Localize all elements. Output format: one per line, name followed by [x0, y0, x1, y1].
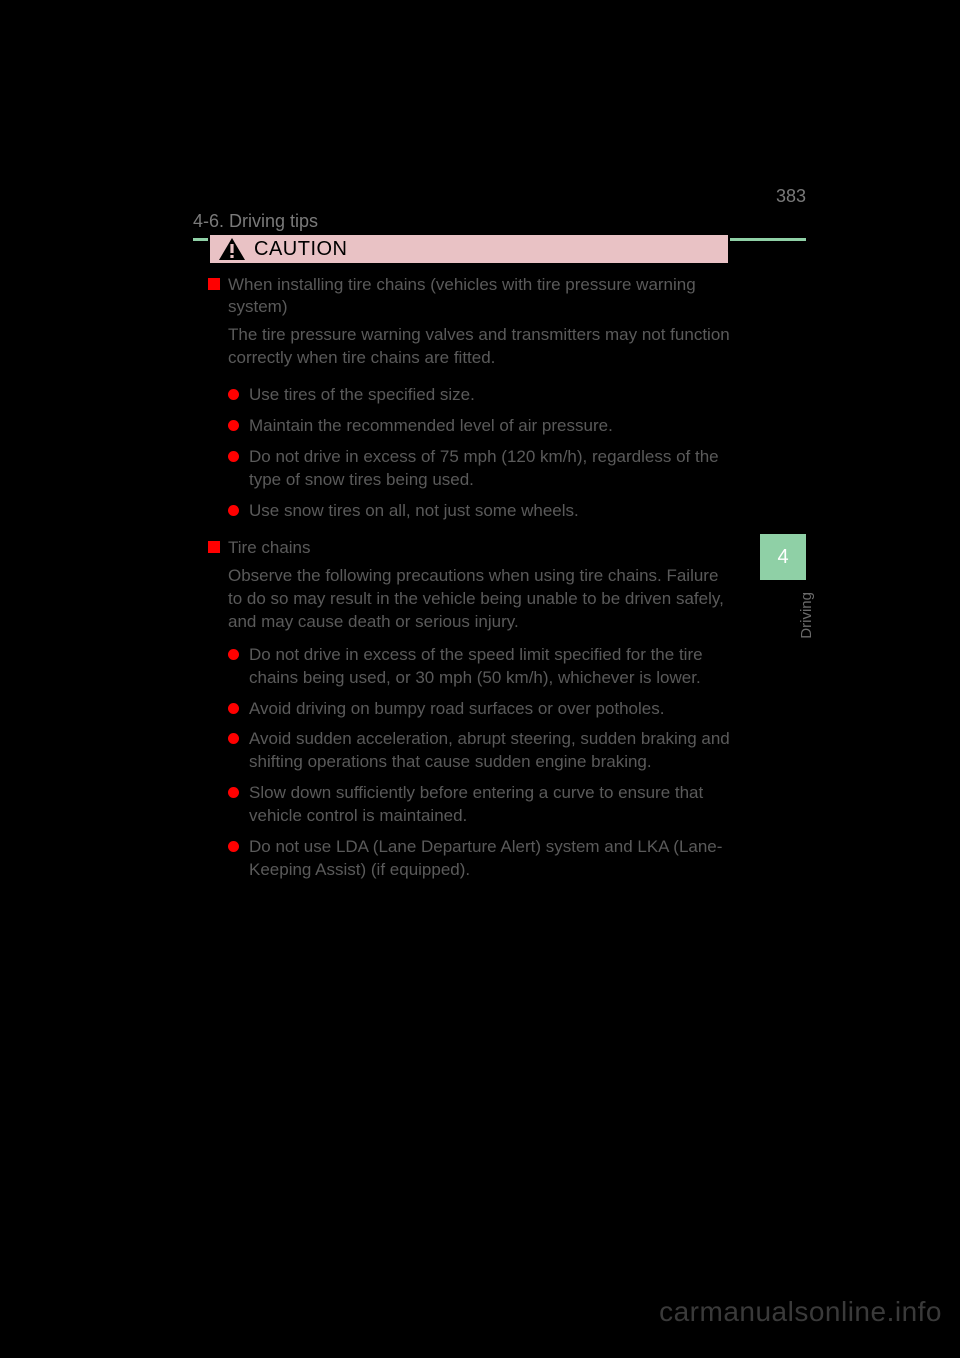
bullet-icon [228, 841, 239, 852]
section-marker-icon [208, 278, 220, 290]
section-marker-icon [208, 541, 220, 553]
bullet-icon [228, 451, 239, 462]
chapter-label: Driving [798, 592, 818, 639]
list-item: Avoid driving on bumpy road surfaces or … [228, 698, 730, 721]
bullet-text: Avoid sudden acceleration, abrupt steeri… [249, 728, 730, 774]
list-item: Use snow tires on all, not just some whe… [228, 500, 730, 523]
section-header: Tire chains [208, 537, 730, 559]
bullet-text: Do not drive in excess of the speed limi… [249, 644, 730, 690]
page-container: 383 4-6. Driving tips CAUTION When insta… [0, 0, 960, 1358]
bullet-text: Use tires of the specified size. [249, 384, 475, 407]
bullet-icon [228, 703, 239, 714]
bullet-text: Maintain the recommended level of air pr… [249, 415, 613, 438]
bullet-icon [228, 505, 239, 516]
list-item: Use tires of the specified size. [228, 384, 730, 407]
section-title: Tire chains [228, 537, 311, 559]
list-item: Slow down sufficiently before entering a… [228, 782, 730, 828]
page-number: 383 [193, 186, 806, 207]
watermark: carmanualsonline.info [659, 1296, 942, 1328]
list-item: Do not drive in excess of the speed limi… [228, 644, 730, 690]
section-snow-tire-bullets: Use tires of the specified size. Maintai… [208, 384, 730, 523]
warning-triangle-icon [218, 237, 246, 261]
section-body: The tire pressure warning valves and tra… [228, 324, 730, 370]
section-header: When installing tire chains (vehicles wi… [208, 274, 730, 318]
content-area: When installing tire chains (vehicles wi… [208, 274, 730, 896]
list-item: Avoid sudden acceleration, abrupt steeri… [228, 728, 730, 774]
list-item: Do not drive in excess of 75 mph (120 km… [228, 446, 730, 492]
bullet-text: Avoid driving on bumpy road surfaces or … [249, 698, 664, 721]
chapter-number: 4 [777, 546, 788, 569]
bullet-text: Slow down sufficiently before entering a… [249, 782, 730, 828]
bullet-text: Do not use LDA (Lane Departure Alert) sy… [249, 836, 730, 882]
breadcrumb: 4-6. Driving tips [193, 211, 806, 232]
section-tire-pressure-warning: When installing tire chains (vehicles wi… [208, 274, 730, 370]
bullet-icon [228, 787, 239, 798]
list-item: Maintain the recommended level of air pr… [228, 415, 730, 438]
section-tire-chains: Tire chains Observe the following precau… [208, 537, 730, 882]
caution-bar: CAUTION [208, 233, 730, 265]
section-body: Observe the following precautions when u… [228, 565, 730, 634]
bullet-text: Use snow tires on all, not just some whe… [249, 500, 579, 523]
bullet-icon [228, 389, 239, 400]
section-title: When installing tire chains (vehicles wi… [228, 274, 730, 318]
bullet-text: Do not drive in excess of 75 mph (120 km… [249, 446, 730, 492]
bullet-icon [228, 420, 239, 431]
bullet-icon [228, 733, 239, 744]
list-item: Do not use LDA (Lane Departure Alert) sy… [228, 836, 730, 882]
chapter-tab: 4 [760, 534, 806, 580]
bullet-icon [228, 649, 239, 660]
caution-label: CAUTION [254, 238, 348, 261]
